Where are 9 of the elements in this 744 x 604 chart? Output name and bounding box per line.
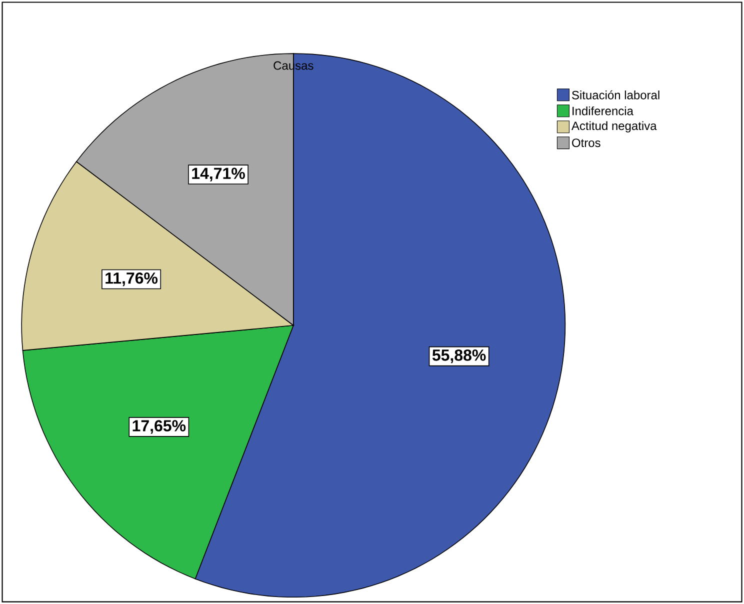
legend-label: Actitud negativa bbox=[571, 121, 657, 132]
legend-label: Situación laboral bbox=[572, 90, 660, 100]
legend-label: Otros bbox=[572, 138, 600, 148]
data-label: 55,88% bbox=[432, 349, 486, 364]
data-label: 14,71% bbox=[192, 168, 245, 182]
data-label: 17,65% bbox=[132, 420, 186, 434]
legend-label: Indiferencia bbox=[572, 106, 634, 116]
data-label: 11,76% bbox=[106, 272, 158, 286]
text: Causas bbox=[274, 61, 314, 70]
